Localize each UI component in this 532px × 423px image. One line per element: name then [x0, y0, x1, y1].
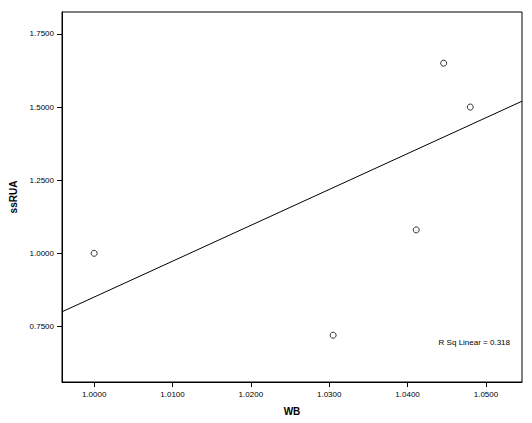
svg-text:R Sq Linear = 0.318: R Sq Linear = 0.318	[439, 338, 511, 347]
svg-text:ssRUA: ssRUA	[8, 181, 19, 214]
svg-text:1.0300: 1.0300	[317, 390, 342, 399]
svg-text:1.0100: 1.0100	[160, 390, 185, 399]
svg-text:1.5000: 1.5000	[30, 103, 55, 112]
svg-text:1.0400: 1.0400	[395, 390, 420, 399]
svg-text:1.0200: 1.0200	[239, 390, 264, 399]
svg-text:0.7500: 0.7500	[30, 322, 55, 331]
svg-text:1.0000: 1.0000	[30, 249, 55, 258]
svg-text:WB: WB	[284, 406, 301, 417]
svg-text:1.0000: 1.0000	[82, 390, 107, 399]
svg-text:1.0500: 1.0500	[474, 390, 499, 399]
svg-text:1.2500: 1.2500	[30, 176, 55, 185]
svg-text:1.7500: 1.7500	[30, 29, 55, 38]
